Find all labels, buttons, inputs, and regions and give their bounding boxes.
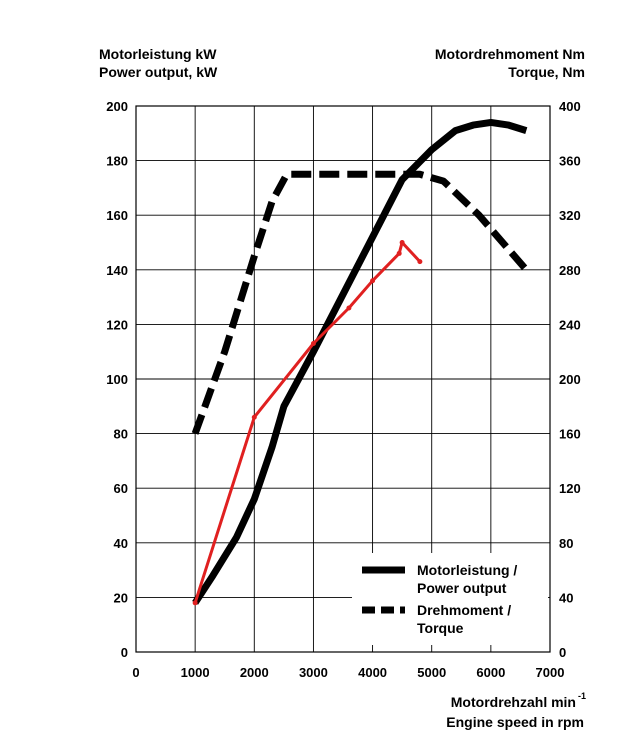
y-left-tick-label: 140 — [106, 263, 128, 278]
y-left-tick-label: 200 — [106, 99, 128, 114]
red-annotation-point — [192, 600, 198, 606]
left-axis-title-line2: Power output, kW — [99, 64, 218, 80]
x-tick-label: 6000 — [476, 665, 505, 680]
x-tick-label: 5000 — [417, 665, 446, 680]
x-axis-title-line1: Motordrehzahl min — [451, 694, 576, 710]
red-annotation-point — [346, 305, 352, 311]
y-left-tick-label: 80 — [114, 427, 128, 442]
y-right-tick-label: 280 — [559, 263, 581, 278]
y-left-tick-label: 100 — [106, 372, 128, 387]
series-layer — [191, 118, 529, 606]
x-tick-label: 1000 — [181, 665, 210, 680]
y-right-tick-label: 0 — [559, 645, 566, 660]
legend-label-torque-line1: Drehmoment / — [417, 602, 511, 618]
torque-line — [191, 170, 529, 435]
y-left-tick-label: 120 — [106, 317, 128, 332]
x-tick-label: 0 — [132, 665, 139, 680]
x-tick-label: 4000 — [358, 665, 387, 680]
red-annotation-point — [396, 250, 402, 256]
y-right-tick-label: 160 — [559, 427, 581, 442]
y-left-tick-label: 40 — [114, 536, 128, 551]
tick-labels: 0 1000 2000 3000 4000 5000 6000 700002040608010… — [106, 99, 580, 680]
x-tick-label: 3000 — [299, 665, 328, 680]
legend: Motorleistung / Power output Drehmoment … — [352, 553, 548, 645]
x-axis-title-text: Motordrehzahl min — [451, 694, 576, 710]
power-output-line — [192, 118, 528, 605]
y-right-tick-label: 400 — [559, 99, 581, 114]
y-left-tick-label: 160 — [106, 208, 128, 223]
red-annotation-point — [251, 414, 257, 420]
red-annotation-point — [310, 341, 316, 347]
y-left-tick-label: 20 — [114, 590, 128, 605]
y-right-tick-label: 360 — [559, 154, 581, 169]
y-right-tick-label: 320 — [559, 208, 581, 223]
y-left-tick-label: 60 — [114, 481, 128, 496]
plot-frame — [135, 105, 551, 653]
legend-label-torque-line2: Torque — [417, 620, 464, 636]
red-annotation-point — [370, 278, 376, 284]
y-right-tick-label: 120 — [559, 481, 581, 496]
x-axis-title-line2: Engine speed in rpm — [446, 714, 584, 730]
legend-label-power-line2: Power output — [417, 580, 507, 596]
x-axis-title-superscript: -1 — [578, 691, 586, 701]
right-axis-title-line1: Motordrehmoment Nm — [435, 46, 585, 62]
x-tick-label: 7000 — [536, 665, 565, 680]
y-right-tick-label: 40 — [559, 590, 573, 605]
y-left-tick-label: 180 — [106, 154, 128, 169]
red-annotation-point — [399, 240, 405, 245]
red-annotation-point — [417, 259, 423, 265]
y-right-tick-label: 240 — [559, 317, 581, 332]
legend-label-power-line1: Motorleistung / — [417, 562, 517, 578]
y-right-tick-label: 200 — [559, 372, 581, 387]
y-right-tick-label: 80 — [559, 536, 573, 551]
right-axis-title-line2: Torque, Nm — [508, 64, 585, 80]
x-tick-label: 2000 — [240, 665, 269, 680]
y-left-tick-label: 0 — [121, 645, 128, 660]
left-axis-title-line1: Motorleistung kW — [99, 46, 217, 62]
